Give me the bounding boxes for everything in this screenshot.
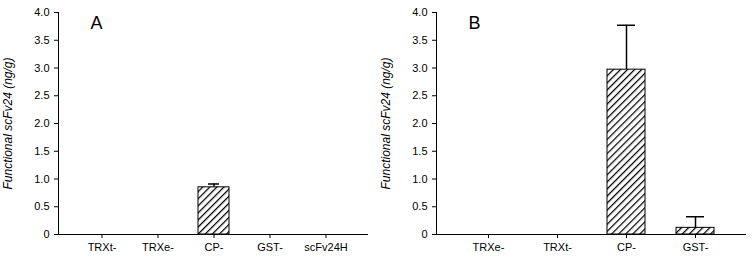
svg-text:1.5: 1.5 xyxy=(412,145,427,157)
svg-text:TRXe-: TRXe- xyxy=(142,241,174,253)
svg-text:3.5: 3.5 xyxy=(34,34,49,46)
svg-text:4.0: 4.0 xyxy=(34,6,49,18)
svg-text:CP-: CP- xyxy=(205,241,224,253)
svg-text:B: B xyxy=(469,13,481,33)
svg-text:0: 0 xyxy=(43,228,49,240)
svg-text:Functional scFv24 (ng/g): Functional scFv24 (ng/g) xyxy=(379,57,393,189)
svg-text:GST-: GST- xyxy=(683,241,709,253)
svg-text:3.0: 3.0 xyxy=(34,62,49,74)
svg-text:3.5: 3.5 xyxy=(412,34,427,46)
svg-text:1.5: 1.5 xyxy=(34,145,49,157)
svg-text:0: 0 xyxy=(421,228,427,240)
svg-text:scFv24H: scFv24H xyxy=(304,241,347,253)
svg-text:TRXt-: TRXt- xyxy=(543,241,572,253)
svg-text:2.0: 2.0 xyxy=(412,117,427,129)
svg-text:0.5: 0.5 xyxy=(412,200,427,212)
svg-text:2.5: 2.5 xyxy=(34,89,49,101)
svg-text:2.5: 2.5 xyxy=(412,89,427,101)
svg-text:0.5: 0.5 xyxy=(34,200,49,212)
svg-text:1.0: 1.0 xyxy=(412,173,427,185)
svg-text:Functional scFv24 (ng/g): Functional scFv24 (ng/g) xyxy=(1,57,15,189)
svg-text:GST-: GST- xyxy=(257,241,283,253)
svg-text:4.0: 4.0 xyxy=(412,6,427,18)
svg-text:A: A xyxy=(91,13,103,33)
svg-text:TRXe-: TRXe- xyxy=(473,241,505,253)
svg-text:1.0: 1.0 xyxy=(34,173,49,185)
svg-text:3.0: 3.0 xyxy=(412,62,427,74)
svg-text:TRXt-: TRXt- xyxy=(88,241,117,253)
svg-text:CP-: CP- xyxy=(617,241,636,253)
svg-text:2.0: 2.0 xyxy=(34,117,49,129)
